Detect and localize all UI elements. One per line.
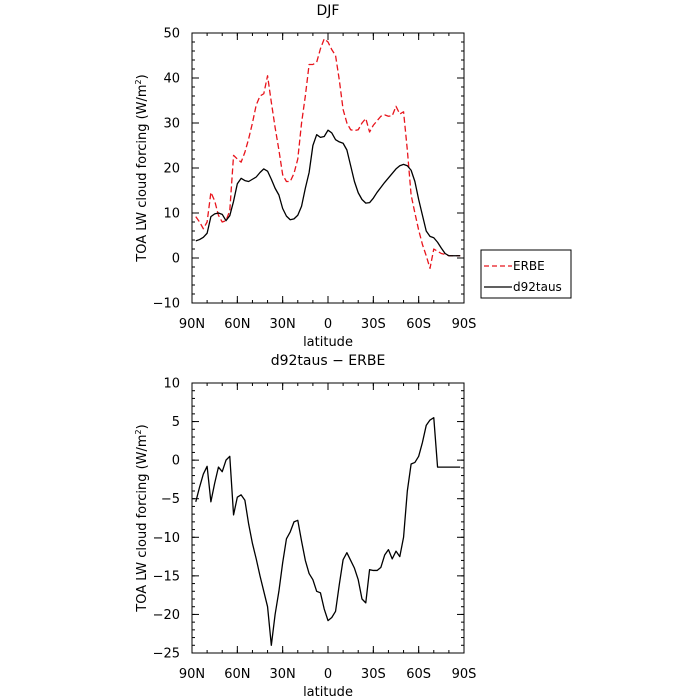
top-plot-area: 90N 60N 30N 0 30S 60S 90S −10 0 10 20 30 40 50: [153, 27, 477, 333]
top-y-tick-label: 40: [163, 72, 180, 87]
top-chart-ylabel-sup: 2: [134, 79, 143, 84]
top-chart-title: DJF: [317, 3, 340, 19]
bottom-y-tick-label: 5: [172, 415, 180, 430]
bottom-y-tick-label: −5: [161, 492, 180, 507]
top-chart-ylabel-text: TOA LW cloud forcing (W/m: [135, 84, 150, 262]
top-plot-frame: [191, 32, 465, 304]
bottom-y-tick-label: −15: [153, 569, 180, 584]
top-chart-xlabel: latitude: [303, 335, 353, 350]
bottom-difference-series-line: [195, 417, 461, 646]
bottom-x-tick-label: 90S: [452, 667, 477, 682]
bottom-chart-title: d92taus − ERBE: [271, 353, 386, 369]
top-x-tick-label: 90N: [179, 317, 205, 332]
top-chart-ylabel: TOA LW cloud forcing (W/m2): [134, 74, 150, 262]
bottom-chart-ylabel-end: ): [135, 424, 150, 429]
top-x-tick-label: 30S: [361, 317, 386, 332]
bottom-y-tick-label: 10: [163, 377, 180, 392]
bottom-x-tick-label: 60S: [406, 667, 431, 682]
top-y-tick-label: 50: [163, 27, 180, 42]
top-y-tick-label: −10: [153, 297, 180, 312]
bottom-chart-panel: d92taus − ERBE latitude TOA LW cloud for…: [134, 353, 476, 700]
top-y-tick-label: 10: [163, 207, 180, 222]
top-x-tick-label: 60N: [224, 317, 250, 332]
bottom-x-tick-label: 90N: [179, 667, 205, 682]
bottom-chart-ylabel-sup: 2: [134, 429, 143, 434]
top-chart-ylabel-end: ): [135, 74, 150, 79]
bottom-y-tick-label: −20: [153, 608, 180, 623]
top-y-tick-label: 0: [172, 252, 180, 267]
bottom-x-tick-label: 30N: [270, 667, 296, 682]
bottom-y-tick-label: −10: [153, 531, 180, 546]
bottom-x-tick-label: 60N: [224, 667, 250, 682]
bottom-chart-ylabel-text: TOA LW cloud forcing (W/m: [135, 434, 150, 612]
bottom-plot-area: 90N 60N 30N 0 30S 60S 90S −25 −20 −15 −10 −5 0 5 10: [153, 377, 477, 683]
legend: ERBE d92taus: [480, 249, 572, 299]
bottom-plot-frame: [191, 382, 465, 654]
top-chart-panel: DJF latitude TOA LW cloud forcing (W/m2)…: [134, 3, 476, 350]
bottom-x-tick-label: 0: [324, 667, 332, 682]
top-erbe-series-line: [195, 38, 461, 270]
legend-box: [480, 249, 572, 299]
top-x-tick-label: 0: [324, 317, 332, 332]
top-y-tick-label: 20: [163, 162, 180, 177]
bottom-x-tick-label: 30S: [361, 667, 386, 682]
legend-erbe-label: ERBE: [513, 259, 545, 273]
top-x-tick-label: 30N: [270, 317, 296, 332]
top-y-tick-label: 30: [163, 117, 180, 132]
legend-d92taus-label: d92taus: [513, 280, 562, 294]
bottom-chart-xlabel: latitude: [303, 685, 353, 700]
bottom-chart-ylabel: TOA LW cloud forcing (W/m2): [134, 424, 150, 612]
top-x-tick-label: 60S: [406, 317, 431, 332]
top-d92taus-series-line: [195, 129, 461, 257]
bottom-y-tick-label: −25: [153, 647, 180, 662]
bottom-y-tick-label: 0: [172, 454, 180, 469]
top-x-tick-label: 90S: [452, 317, 477, 332]
